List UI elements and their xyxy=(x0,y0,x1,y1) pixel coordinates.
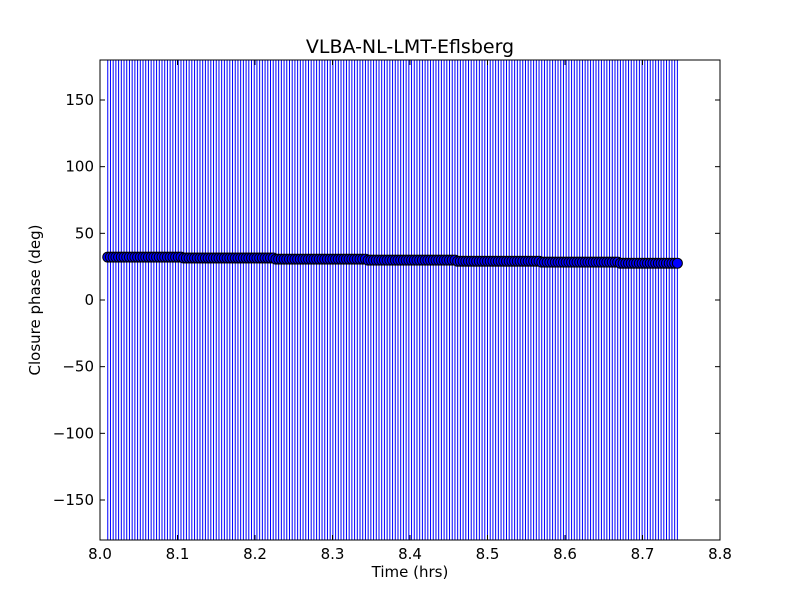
y-tick-label: 100 xyxy=(65,158,94,176)
x-axis-label: Time (hrs) xyxy=(371,563,449,581)
x-tick-label: 8.3 xyxy=(321,545,345,563)
x-tick-label: 8.1 xyxy=(166,545,190,563)
chart-title: VLBA-NL-LMT-Eflsberg xyxy=(306,36,514,58)
y-tick-label: −150 xyxy=(53,491,94,509)
y-tick-label: −50 xyxy=(62,358,94,376)
plot-area xyxy=(100,60,720,540)
x-axis: 8.0 8.1 8.2 8.3 8.4 8.5 8.6 8.7 8.8 xyxy=(88,60,732,563)
y-tick-label: 0 xyxy=(84,291,94,309)
x-tick-label: 8.4 xyxy=(398,545,422,563)
y-axis: −150 −100 −50 0 50 100 150 xyxy=(53,91,720,509)
y-tick-label: 50 xyxy=(75,224,94,242)
x-tick-label: 8.8 xyxy=(708,545,732,563)
y-tick-label: −100 xyxy=(53,424,94,442)
x-tick-label: 8.0 xyxy=(88,545,112,563)
data-points xyxy=(102,251,683,269)
data-point xyxy=(671,257,683,269)
x-tick-label: 8.7 xyxy=(631,545,655,563)
x-tick-label: 8.2 xyxy=(243,545,267,563)
x-tick-label: 8.6 xyxy=(553,545,577,563)
y-axis-label: Closure phase (deg) xyxy=(26,225,44,376)
x-tick-label: 8.5 xyxy=(476,545,500,563)
y-tick-label: 150 xyxy=(65,91,94,109)
